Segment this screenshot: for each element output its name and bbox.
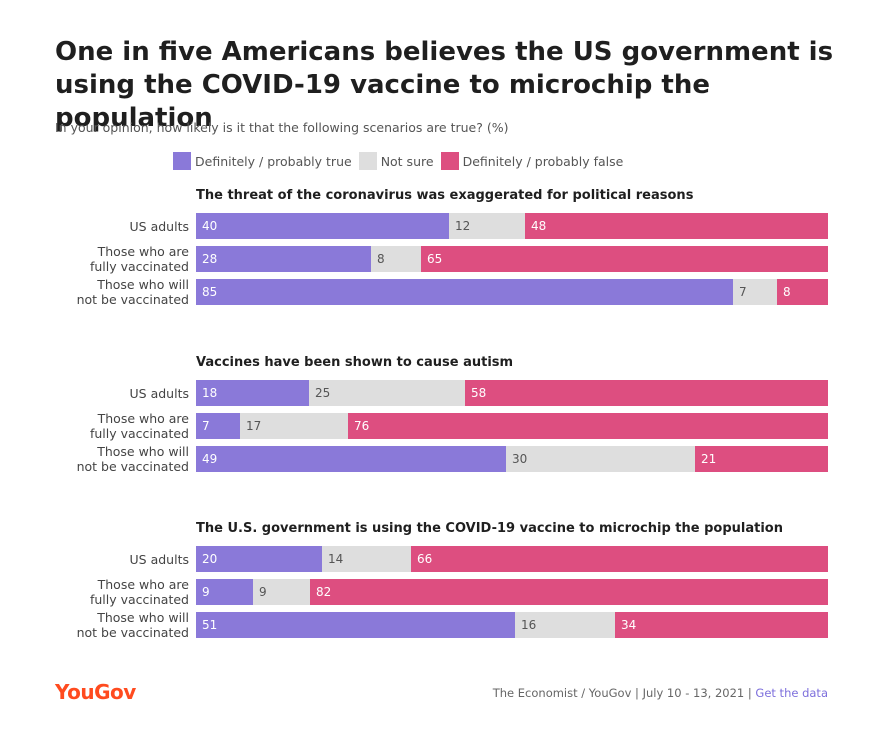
legend-swatch-true — [173, 152, 191, 170]
bar-segment-not-sure: 25 — [309, 380, 465, 406]
bar-segment-true: 49 — [196, 446, 506, 472]
bar-segment-false: 34 — [615, 612, 828, 638]
legend-item-false: Definitely / probably false — [440, 152, 624, 170]
row-label: Those who will not be vaccinated — [76, 444, 189, 474]
bar-segment-true: 85 — [196, 279, 733, 305]
bar-segment-false: 8 — [777, 279, 828, 305]
chart-subtitle: In your opinion, how likely is it that t… — [55, 120, 509, 135]
bar-segment-not-sure: 8 — [371, 246, 421, 272]
bar-segment-false: 21 — [695, 446, 828, 472]
panel-title: The threat of the coronavirus was exagge… — [196, 188, 694, 203]
bar-segment-not-sure: 30 — [506, 446, 695, 472]
bar-segment-not-sure: 17 — [240, 413, 348, 439]
get-the-data-link[interactable]: Get the data — [755, 686, 828, 700]
bar-segment-true: 40 — [196, 213, 449, 239]
bar-segment-not-sure: 14 — [322, 546, 411, 572]
bar-segment-false: 58 — [465, 380, 828, 406]
stacked-bar: 18 25 58 — [196, 380, 828, 406]
legend-label-not-sure: Not sure — [380, 153, 434, 169]
bar-segment-false: 65 — [421, 246, 828, 272]
legend-label-true: Definitely / probably true — [195, 153, 352, 169]
bar-segment-true: 7 — [196, 413, 240, 439]
row-label: Those who will not be vaccinated — [76, 277, 189, 307]
source-footer: The Economist / YouGov | July 10 - 13, 2… — [493, 686, 828, 700]
panel-title: Vaccines have been shown to cause autism — [196, 355, 514, 370]
row-label: Those who are fully vaccinated — [89, 577, 189, 607]
stacked-bar: 49 30 21 — [196, 446, 828, 472]
bar-segment-true: 18 — [196, 380, 309, 406]
bar-segment-not-sure: 9 — [253, 579, 310, 605]
source-text: The Economist / YouGov | July 10 - 13, 2… — [492, 686, 756, 700]
row-label: Those who will not be vaccinated — [76, 610, 189, 640]
bar-segment-true: 9 — [196, 579, 253, 605]
legend: Definitely / probably true Not sure Defi… — [173, 152, 630, 170]
bar-segment-not-sure: 16 — [515, 612, 615, 638]
row-label: Those who are fully vaccinated — [89, 411, 189, 441]
stacked-bar: 28 8 65 — [196, 246, 828, 272]
legend-item-not-sure: Not sure — [358, 152, 434, 170]
stacked-bar: 40 12 48 — [196, 213, 828, 239]
stacked-bar: 85 7 8 — [196, 279, 828, 305]
row-label: US adults — [129, 218, 189, 234]
bar-segment-false: 82 — [310, 579, 828, 605]
stacked-bar: 20 14 66 — [196, 546, 828, 572]
bar-segment-not-sure: 12 — [449, 213, 525, 239]
panel-title: The U.S. government is using the COVID-1… — [196, 521, 783, 536]
legend-swatch-false — [440, 152, 459, 170]
bar-segment-false: 66 — [411, 546, 828, 572]
legend-label-false: Definitely / probably false — [462, 153, 624, 169]
bar-segment-true: 20 — [196, 546, 322, 572]
bar-segment-true: 28 — [196, 246, 371, 272]
bar-segment-false: 48 — [525, 213, 828, 239]
yougov-logo: YouGov — [55, 680, 136, 704]
row-label: US adults — [129, 385, 189, 401]
bar-segment-true: 51 — [196, 612, 515, 638]
row-label: Those who are fully vaccinated — [89, 244, 189, 274]
chart-title: One in five Americans believes the US go… — [55, 37, 834, 133]
legend-swatch-not-sure — [358, 152, 377, 170]
stacked-bar: 51 16 34 — [196, 612, 828, 638]
bar-segment-not-sure: 7 — [733, 279, 777, 305]
bar-segment-false: 76 — [348, 413, 828, 439]
stacked-bar: 9 9 82 — [196, 579, 828, 605]
row-label: US adults — [129, 551, 189, 567]
stacked-bar: 7 17 76 — [196, 413, 828, 439]
legend-item-true: Definitely / probably true — [173, 152, 352, 170]
